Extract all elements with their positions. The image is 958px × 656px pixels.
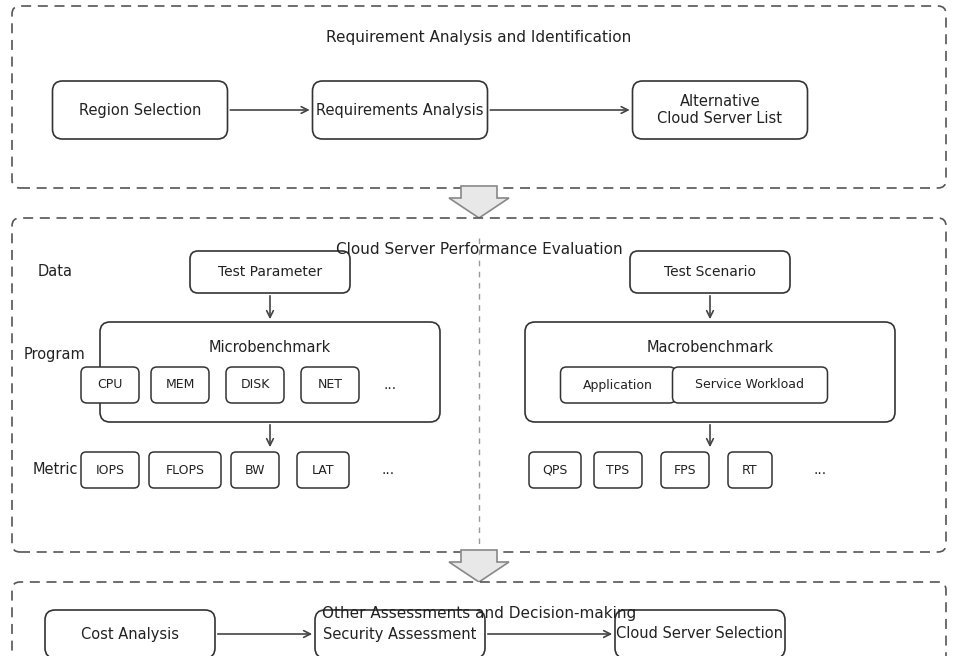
Text: Test Parameter: Test Parameter <box>217 265 322 279</box>
Text: Alternative
Cloud Server List: Alternative Cloud Server List <box>657 94 783 126</box>
Text: Data: Data <box>37 264 73 279</box>
FancyBboxPatch shape <box>312 81 488 139</box>
Text: Region Selection: Region Selection <box>79 102 201 117</box>
FancyBboxPatch shape <box>12 218 946 552</box>
Text: RT: RT <box>742 464 758 476</box>
Text: CPU: CPU <box>98 379 123 392</box>
Text: Service Workload: Service Workload <box>696 379 805 392</box>
FancyBboxPatch shape <box>151 367 209 403</box>
Text: Other Assessments and Decision-making: Other Assessments and Decision-making <box>322 606 636 621</box>
FancyBboxPatch shape <box>45 610 215 656</box>
Text: MEM: MEM <box>166 379 194 392</box>
FancyBboxPatch shape <box>81 367 139 403</box>
Text: DISK: DISK <box>240 379 270 392</box>
FancyBboxPatch shape <box>81 452 139 488</box>
FancyBboxPatch shape <box>630 251 790 293</box>
FancyBboxPatch shape <box>615 610 785 656</box>
Text: ...: ... <box>383 378 397 392</box>
FancyBboxPatch shape <box>594 452 642 488</box>
Text: BW: BW <box>244 464 265 476</box>
FancyBboxPatch shape <box>301 367 359 403</box>
Text: Program: Program <box>24 348 86 363</box>
Text: Cloud Server Performance Evaluation: Cloud Server Performance Evaluation <box>335 242 623 257</box>
Text: IOPS: IOPS <box>96 464 125 476</box>
Text: Macrobenchmark: Macrobenchmark <box>647 340 773 355</box>
FancyBboxPatch shape <box>53 81 227 139</box>
Text: FPS: FPS <box>673 464 696 476</box>
FancyBboxPatch shape <box>100 322 440 422</box>
PathPatch shape <box>449 186 509 218</box>
Text: QPS: QPS <box>542 464 568 476</box>
FancyBboxPatch shape <box>525 322 895 422</box>
Text: LAT: LAT <box>311 464 334 476</box>
Text: FLOPS: FLOPS <box>166 464 204 476</box>
FancyBboxPatch shape <box>560 367 675 403</box>
Text: Requirement Analysis and Identification: Requirement Analysis and Identification <box>327 30 631 45</box>
Text: Security Assessment: Security Assessment <box>323 626 477 642</box>
FancyBboxPatch shape <box>728 452 772 488</box>
Text: NET: NET <box>317 379 343 392</box>
Text: ...: ... <box>381 463 395 477</box>
FancyBboxPatch shape <box>632 81 808 139</box>
FancyBboxPatch shape <box>661 452 709 488</box>
Text: Microbenchmark: Microbenchmark <box>209 340 331 355</box>
FancyBboxPatch shape <box>297 452 349 488</box>
Text: Metric: Metric <box>33 462 78 478</box>
FancyBboxPatch shape <box>315 610 485 656</box>
FancyBboxPatch shape <box>149 452 221 488</box>
Text: Requirements Analysis: Requirements Analysis <box>316 102 484 117</box>
FancyBboxPatch shape <box>231 452 279 488</box>
FancyBboxPatch shape <box>12 582 946 656</box>
Text: ...: ... <box>813 463 827 477</box>
Text: Cloud Server Selection: Cloud Server Selection <box>617 626 784 642</box>
FancyBboxPatch shape <box>190 251 350 293</box>
Text: Application: Application <box>583 379 653 392</box>
Text: Test Scenario: Test Scenario <box>664 265 756 279</box>
Text: Cost Analysis: Cost Analysis <box>81 626 179 642</box>
FancyBboxPatch shape <box>673 367 828 403</box>
PathPatch shape <box>449 550 509 582</box>
FancyBboxPatch shape <box>12 6 946 188</box>
FancyBboxPatch shape <box>226 367 284 403</box>
FancyBboxPatch shape <box>529 452 581 488</box>
Text: TPS: TPS <box>606 464 629 476</box>
